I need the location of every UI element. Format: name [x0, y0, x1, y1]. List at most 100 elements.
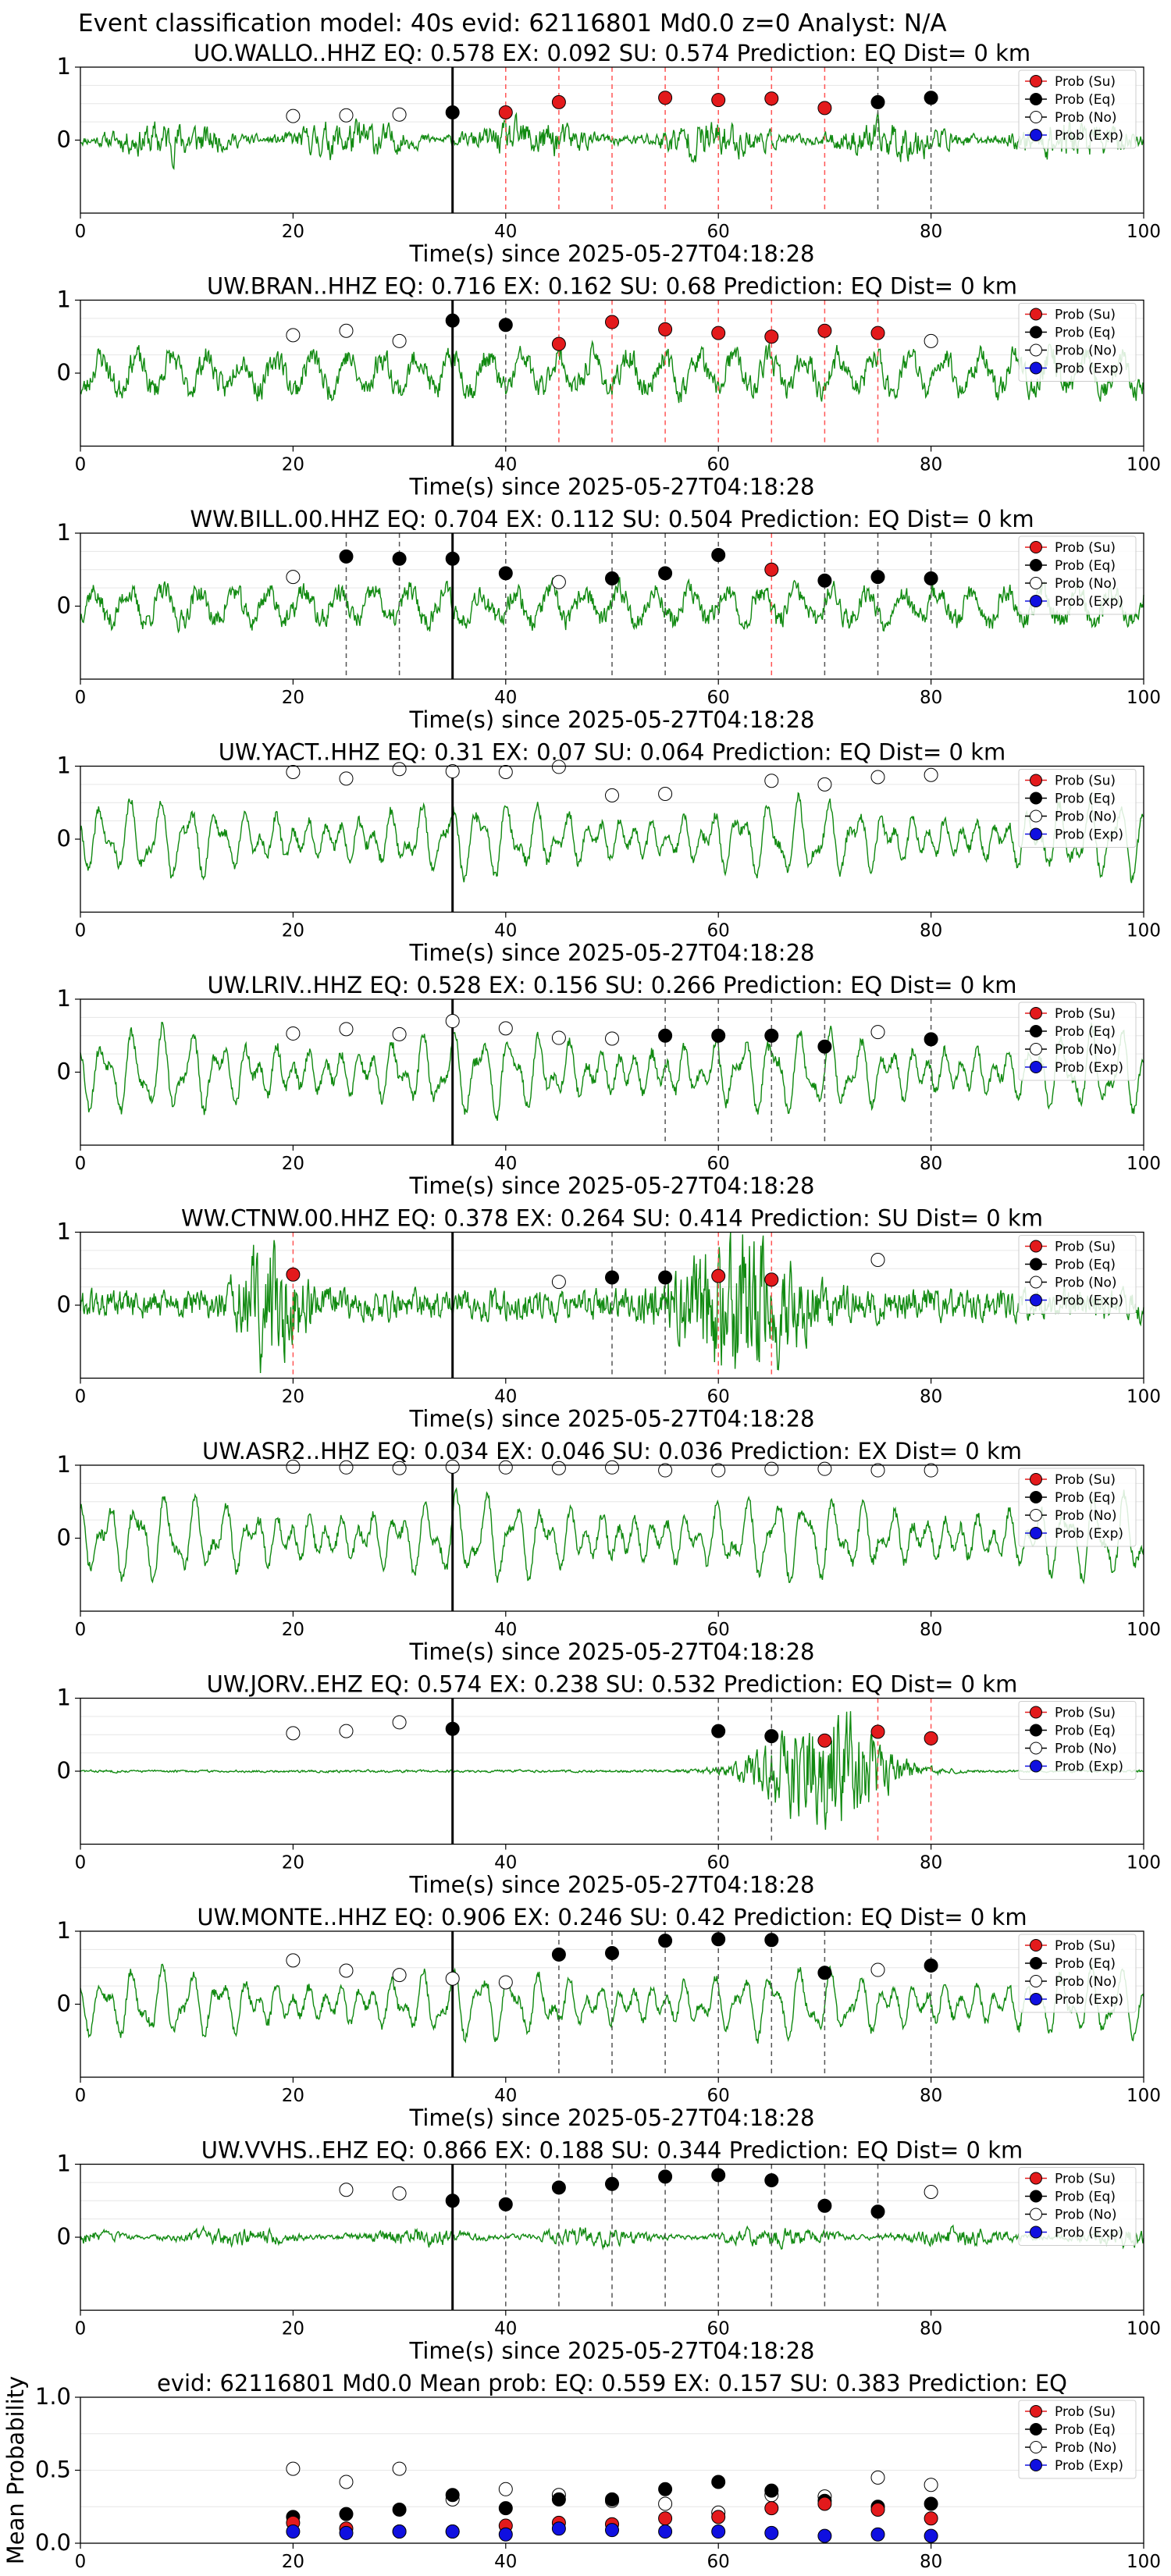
mean-point-eq	[339, 2507, 354, 2521]
panel-6: WW.CTNW.00.HHZ EQ: 0.378 EX: 0.264 SU: 0…	[57, 1205, 1161, 1432]
legend-box	[1018, 1235, 1137, 1314]
prob-point-eq	[605, 571, 619, 585]
x-tick-label: 80	[920, 1154, 942, 1174]
prob-point-no	[339, 1963, 354, 1978]
prob-point-no	[711, 1463, 726, 1478]
x-tick-label: 60	[707, 1387, 730, 1407]
legend-label: Prob (No)	[1055, 2208, 1117, 2223]
legend-label: Prob (Eq)	[1055, 558, 1116, 574]
y-tick-label: 0	[57, 825, 71, 852]
prob-point-no	[445, 1459, 460, 1474]
y-tick-label: 0	[57, 359, 71, 386]
legend-marker	[1030, 308, 1042, 321]
prob-point-no	[286, 1726, 301, 1741]
prob-point-su	[764, 562, 779, 577]
axes-frame	[80, 299, 1144, 447]
legend-label: Prob (Exp)	[1055, 361, 1123, 377]
prob-point-no	[339, 771, 354, 786]
prob-point-eq	[764, 1933, 779, 1948]
prob-point-no	[498, 1975, 513, 1990]
prob-point-eq	[445, 313, 460, 328]
legend-marker	[1030, 1975, 1042, 1987]
legend-marker	[1030, 1993, 1042, 2005]
mean-point-eq	[551, 2492, 566, 2507]
x-axis-label: Time(s) since 2025-05-27T04:18:28	[409, 1872, 815, 1898]
axes-frame	[80, 1231, 1144, 1379]
prob-point-no	[764, 1461, 779, 1476]
legend-marker	[1030, 1509, 1042, 1521]
y-tick-label: 1	[57, 753, 71, 779]
legend-box	[1018, 69, 1137, 149]
waveform-trace	[80, 792, 1144, 884]
axes-frame	[80, 1697, 1144, 1845]
x-tick-label: 80	[920, 921, 942, 941]
mean-point-su	[924, 2511, 938, 2526]
x-tick-label: 60	[707, 1620, 730, 1640]
legend-marker	[1030, 326, 1042, 339]
axes-frame	[80, 1464, 1144, 1612]
prob-point-no	[817, 1461, 832, 1476]
legend-marker	[1030, 1724, 1042, 1737]
legend-label: Prob (No)	[1055, 576, 1117, 592]
mean-point-exp	[445, 2524, 460, 2539]
prob-point-no	[286, 1953, 301, 1968]
legend-label: Prob (Exp)	[1055, 1060, 1123, 1076]
waveform-trace	[80, 1022, 1144, 1121]
x-tick-label: 0	[75, 2319, 87, 2339]
mean-point-su	[764, 2501, 779, 2516]
x-axis-label: Time(s) since 2025-05-27T04:18:28	[409, 240, 815, 267]
x-tick-label: 100	[1127, 455, 1161, 475]
x-axis-label: Time(s) since 2025-05-27T04:18:28	[409, 1638, 815, 1665]
prob-point-no	[551, 575, 566, 589]
panel-11: evid: 62116801 Md0.0 Mean prob: EQ: 0.55…	[2, 2370, 1161, 2572]
x-tick-label: 0	[75, 1853, 87, 1873]
legend-marker	[1030, 1293, 1042, 1307]
legend-marker	[1030, 827, 1042, 841]
prob-point-su	[870, 326, 885, 340]
mean-point-exp	[658, 2524, 673, 2539]
y-tick-label: 1	[57, 2151, 71, 2177]
prob-point-eq	[924, 571, 938, 585]
prob-point-eq	[711, 1932, 726, 1947]
prob-point-no	[817, 777, 832, 792]
prob-point-no	[658, 1463, 673, 1478]
legend-label: Prob (No)	[1055, 1276, 1117, 1291]
legend-label: Prob (No)	[1055, 1508, 1117, 1524]
legend-label: Prob (Exp)	[1055, 1526, 1123, 1542]
legend-marker	[1030, 361, 1042, 375]
mean-point-no	[870, 2470, 885, 2485]
legend-label: Prob (Su)	[1055, 774, 1116, 789]
panel-5: UW.LRIV..HHZ EQ: 0.528 EX: 0.156 SU: 0.2…	[57, 972, 1161, 1199]
prob-point-no	[339, 1724, 354, 1738]
mean-point-exp	[605, 2523, 619, 2538]
legend-marker	[1030, 2459, 1042, 2471]
x-tick-label: 60	[707, 1853, 730, 1873]
prob-point-eq	[870, 570, 885, 585]
prob-point-no	[551, 1030, 566, 1045]
legend-marker	[1030, 1240, 1042, 1253]
legend-label: Prob (Eq)	[1055, 92, 1116, 108]
prob-point-su	[764, 91, 779, 106]
mean-point-no	[498, 2482, 513, 2496]
mean-point-eq	[658, 2482, 673, 2496]
prob-point-eq	[870, 2204, 885, 2219]
legend-label: Prob (Eq)	[1055, 1724, 1116, 1739]
prob-point-su	[817, 323, 832, 338]
x-tick-label: 0	[75, 1620, 87, 1640]
legend-marker	[1030, 1759, 1042, 1773]
prob-point-eq	[605, 2176, 619, 2191]
legend-marker	[1030, 2226, 1042, 2239]
mean-point-exp	[870, 2527, 885, 2542]
prob-point-no	[870, 1463, 885, 1478]
prob-point-eq	[658, 2169, 673, 2184]
legend-marker	[1030, 2441, 1042, 2453]
panel-9: UW.MONTE..HHZ EQ: 0.906 EX: 0.246 SU: 0.…	[57, 1904, 1161, 2131]
y-tick-label: 1	[57, 286, 71, 313]
mean-point-eq	[498, 2501, 513, 2516]
prob-point-su	[551, 336, 566, 351]
x-tick-label: 0	[75, 688, 87, 708]
mean-point-eq	[605, 2492, 619, 2507]
panel-title: UW.VVHS..EHZ EQ: 0.866 EX: 0.188 SU: 0.3…	[201, 2137, 1023, 2164]
x-tick-label: 40	[494, 1853, 517, 1873]
legend-label: Prob (Su)	[1055, 540, 1116, 556]
